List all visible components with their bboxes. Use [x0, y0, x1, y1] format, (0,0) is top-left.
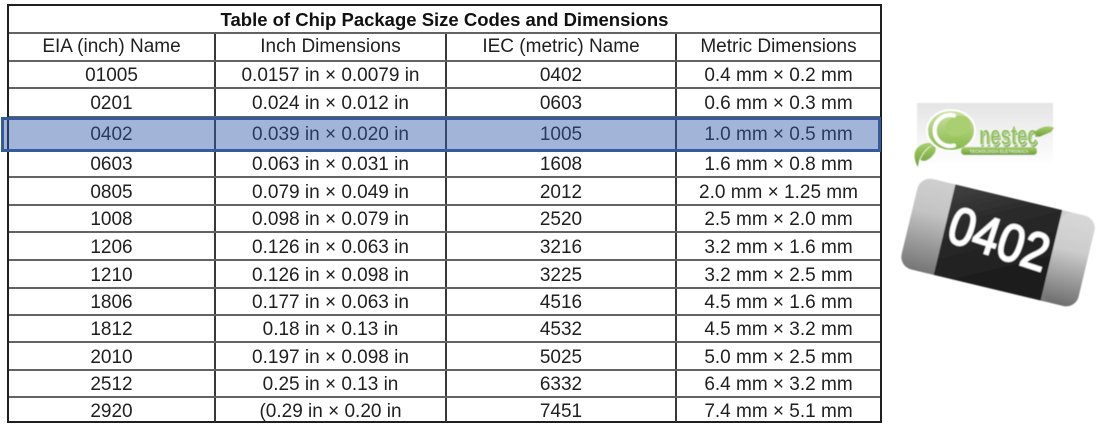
- svg-text:TECNOLOGIA ELETRONICA: TECNOLOGIA ELETRONICA: [969, 149, 1028, 154]
- svg-text:nestec: nestec: [979, 121, 1038, 152]
